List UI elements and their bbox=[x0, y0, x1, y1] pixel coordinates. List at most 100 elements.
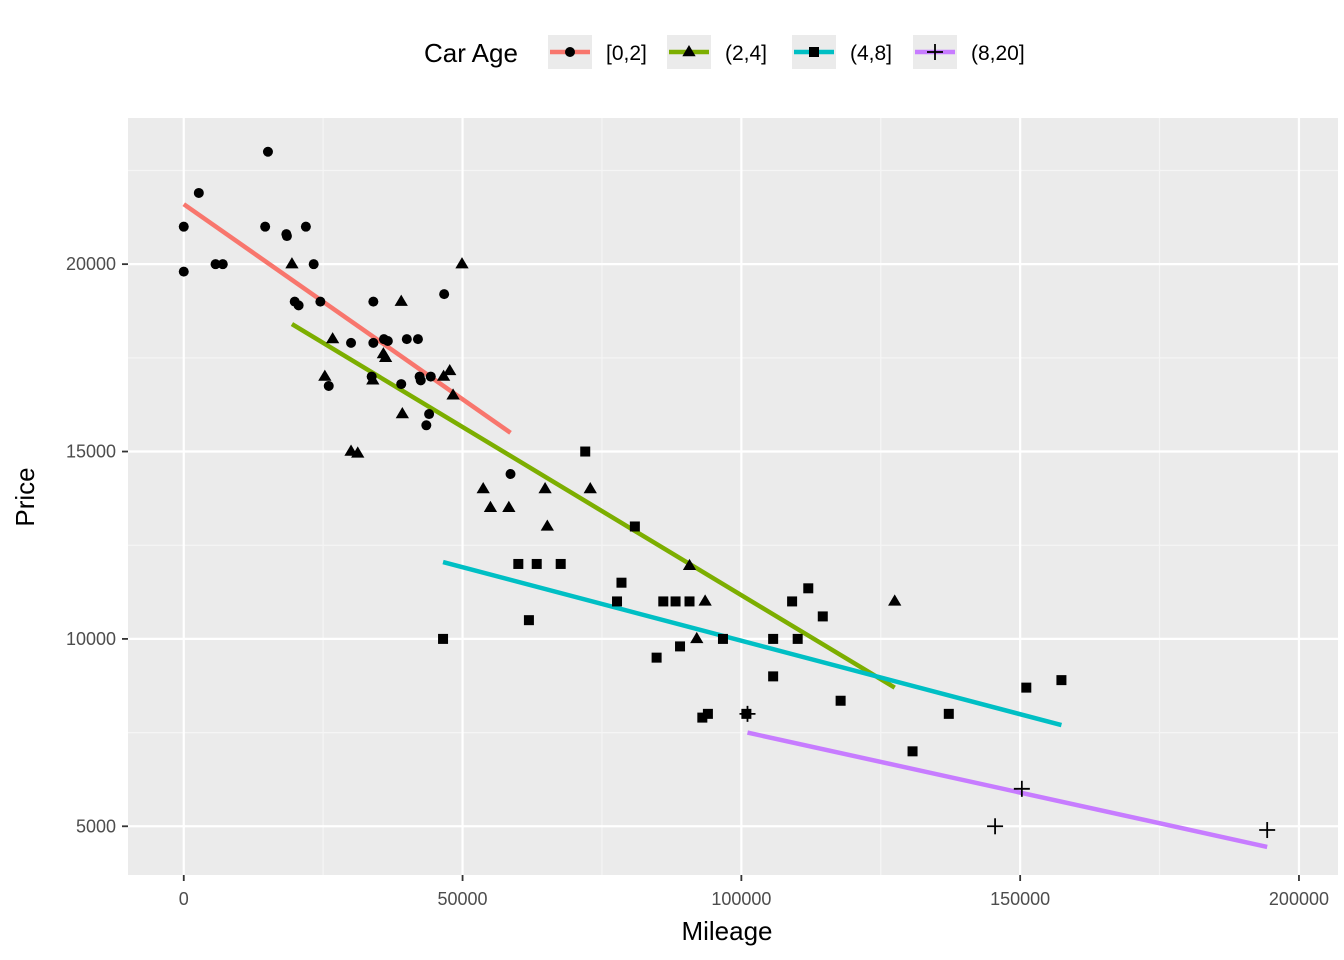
legend-title: Car Age bbox=[424, 38, 518, 68]
x-tick-label: 0 bbox=[179, 889, 189, 909]
point-series-0 bbox=[308, 259, 319, 270]
point-series-0 bbox=[178, 221, 189, 232]
point-series-2 bbox=[787, 596, 798, 607]
point-series-1 bbox=[395, 407, 409, 419]
point-series-1 bbox=[682, 558, 697, 571]
point-series-2 bbox=[438, 633, 449, 644]
point-series-2 bbox=[943, 708, 954, 719]
point-series-1 bbox=[351, 446, 365, 458]
point-series-0 bbox=[415, 375, 426, 386]
x-tick-label: 50000 bbox=[438, 889, 488, 909]
point-series-1 bbox=[455, 257, 469, 269]
point-series-0 bbox=[505, 469, 516, 480]
point-series-2 bbox=[697, 712, 708, 723]
fit-line-3 bbox=[747, 730, 1268, 850]
point-series-1 bbox=[476, 482, 490, 494]
y-tick-label: 10000 bbox=[66, 629, 116, 649]
legend-key-marker bbox=[565, 47, 575, 57]
point-series-0 bbox=[178, 266, 189, 277]
point-series-1 bbox=[888, 594, 902, 606]
grid-minor bbox=[128, 118, 1338, 875]
point-series-0 bbox=[401, 334, 412, 345]
point-series-2 bbox=[675, 641, 686, 652]
point-series-2 bbox=[835, 695, 846, 706]
point-series-2 bbox=[1056, 675, 1067, 686]
point-series-0 bbox=[323, 380, 334, 391]
point-series-0 bbox=[368, 337, 379, 348]
point-series-2 bbox=[817, 611, 828, 622]
point-series-1 bbox=[318, 369, 332, 381]
legend-label: (8,20] bbox=[971, 42, 1025, 65]
point-series-3 bbox=[987, 818, 1004, 835]
point-series-1 bbox=[583, 482, 597, 494]
point-series-0 bbox=[281, 231, 292, 242]
point-series-0 bbox=[425, 371, 436, 382]
point-series-2 bbox=[768, 633, 779, 644]
point-series-1 bbox=[690, 631, 704, 644]
point-series-2 bbox=[580, 446, 591, 457]
point-series-1 bbox=[446, 388, 460, 400]
point-series-0 bbox=[424, 409, 435, 420]
point-series-0 bbox=[217, 259, 228, 270]
point-series-0 bbox=[346, 337, 357, 348]
point-series-1 bbox=[394, 294, 408, 306]
point-series-2 bbox=[616, 577, 627, 588]
point-series-0 bbox=[260, 221, 271, 232]
point-series-2 bbox=[768, 671, 779, 682]
legend-item-1: (2,4] bbox=[667, 35, 767, 69]
point-series-1 bbox=[540, 519, 554, 531]
legend-label: [0,2] bbox=[606, 42, 647, 65]
y-tick-label: 20000 bbox=[66, 254, 116, 274]
data-points bbox=[178, 146, 1276, 839]
legend-item-0: [0,2] bbox=[548, 35, 647, 69]
point-series-2 bbox=[670, 596, 681, 607]
x-tick-label: 100000 bbox=[711, 889, 771, 909]
point-series-1 bbox=[436, 369, 451, 381]
legend-key-marker bbox=[927, 44, 943, 60]
point-series-2 bbox=[523, 615, 534, 626]
plot-panel bbox=[128, 118, 1338, 875]
point-series-1 bbox=[483, 500, 498, 512]
legend: Car Age [0,2] (2,4] (4,8] (8,20] bbox=[424, 35, 1025, 69]
point-series-0 bbox=[382, 335, 393, 346]
y-axis-title: Price bbox=[10, 467, 40, 526]
point-series-0 bbox=[368, 296, 379, 307]
point-series-2 bbox=[684, 596, 695, 607]
point-series-0 bbox=[293, 300, 304, 311]
x-tick-label: 150000 bbox=[990, 889, 1050, 909]
legend-label: (4,8] bbox=[850, 42, 892, 65]
x-axis: 0 50000 100000 150000 200000 bbox=[179, 875, 1329, 909]
point-series-2 bbox=[792, 633, 803, 644]
point-series-1 bbox=[502, 500, 516, 512]
point-series-0 bbox=[210, 259, 221, 270]
y-tick-label: 5000 bbox=[76, 816, 116, 836]
point-series-0 bbox=[396, 379, 407, 390]
point-series-1 bbox=[366, 373, 380, 385]
point-series-2 bbox=[803, 583, 814, 594]
x-tick-label: 200000 bbox=[1269, 889, 1329, 909]
point-series-0 bbox=[421, 420, 432, 431]
point-series-0 bbox=[300, 221, 311, 232]
point-series-3 bbox=[739, 705, 756, 722]
legend-item-3: (8,20] bbox=[913, 35, 1025, 69]
point-series-2 bbox=[658, 596, 669, 607]
point-series-2 bbox=[907, 746, 918, 757]
point-series-0 bbox=[262, 146, 273, 157]
point-series-1 bbox=[538, 482, 552, 494]
point-series-2 bbox=[651, 652, 662, 663]
x-axis-title: Mileage bbox=[681, 916, 772, 946]
point-series-3 bbox=[1259, 822, 1276, 839]
point-series-0 bbox=[315, 296, 326, 307]
point-series-0 bbox=[439, 289, 450, 300]
point-series-2 bbox=[1021, 682, 1032, 693]
y-axis: 5000 10000 15000 20000 bbox=[66, 254, 128, 836]
point-series-2 bbox=[702, 708, 713, 719]
fit-line-1 bbox=[290, 322, 896, 690]
point-series-0 bbox=[412, 334, 423, 345]
point-series-2 bbox=[612, 596, 623, 607]
point-series-1 bbox=[378, 350, 393, 363]
fit-line-2 bbox=[442, 559, 1063, 728]
point-series-2 bbox=[531, 558, 542, 569]
point-series-2 bbox=[513, 558, 524, 569]
